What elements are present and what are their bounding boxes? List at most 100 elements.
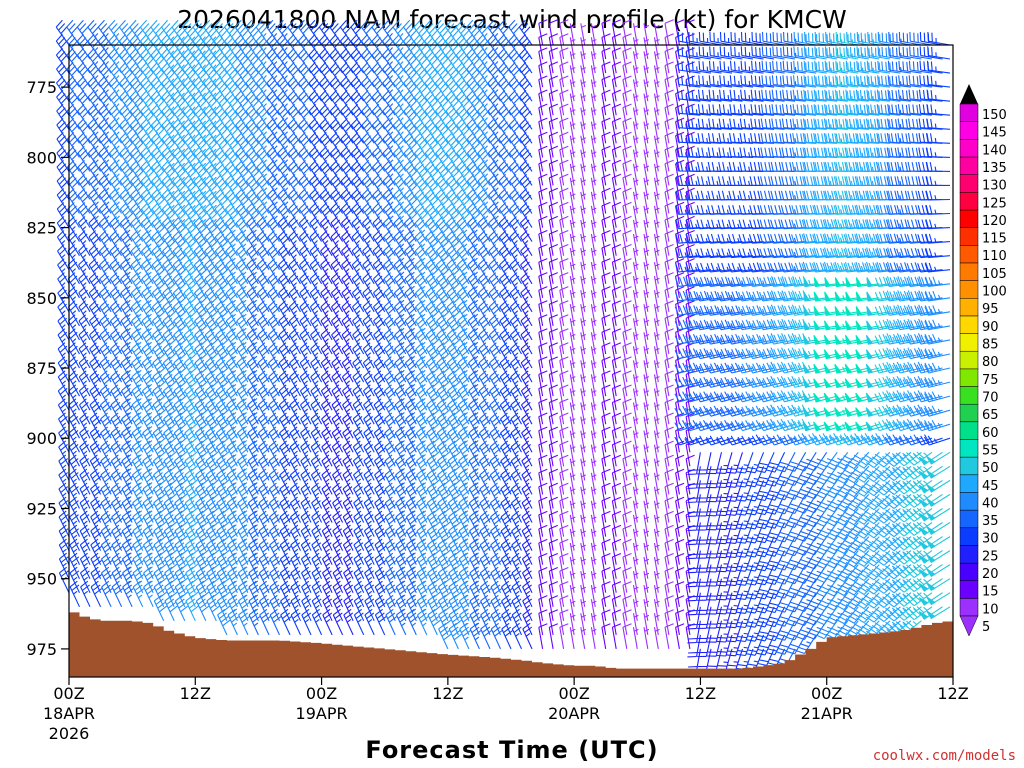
wind-barb	[57, 384, 70, 411]
wind-barbs-layer	[55, 19, 951, 672]
wind-barb	[664, 258, 674, 284]
wind-barb	[299, 370, 312, 397]
wind-barb	[267, 300, 280, 327]
wind-barb	[478, 356, 491, 383]
wind-barb	[268, 342, 280, 369]
wind-barb	[268, 454, 281, 481]
wind-barb	[664, 75, 674, 102]
wind-barb	[332, 608, 344, 636]
wind-barb	[415, 328, 428, 355]
colorbar-under-triangle	[959, 615, 979, 637]
wind-barb	[467, 286, 480, 313]
wind-barb	[247, 398, 259, 425]
wind-barb	[601, 482, 611, 509]
wind-barb	[247, 426, 260, 453]
wind-barb	[559, 581, 569, 607]
wind-barb	[538, 201, 548, 228]
wind-barb	[559, 272, 569, 298]
wind-barb	[755, 508, 775, 530]
wind-barb	[56, 202, 70, 228]
wind-barb	[131, 426, 144, 453]
wind-barb	[559, 47, 569, 74]
wind-barb	[548, 187, 559, 214]
wind-barb	[765, 452, 786, 473]
wind-barb	[299, 244, 312, 270]
wind-barb	[538, 258, 548, 284]
wind-barb	[193, 160, 208, 186]
wind-barb	[192, 89, 207, 116]
wind-barb	[289, 412, 301, 439]
wind-barb	[479, 468, 491, 495]
wind-barb	[538, 117, 548, 144]
wind-barb	[268, 426, 281, 453]
colorbar-swatch	[959, 333, 979, 352]
colorbar-swatch	[959, 350, 979, 370]
wind-barb	[569, 627, 576, 649]
wind-barb	[675, 552, 685, 579]
wind-barb	[611, 468, 622, 495]
colorbar-swatch	[959, 492, 979, 511]
wind-barb	[288, 300, 301, 327]
wind-barb	[299, 328, 312, 355]
wind-barb	[110, 300, 123, 327]
wind-barb	[755, 522, 775, 544]
colorbar-label: 40	[982, 496, 999, 511]
wind-barb	[236, 356, 249, 383]
wind-barb	[601, 286, 611, 312]
wind-barb	[755, 606, 775, 628]
wind-barb	[675, 609, 685, 635]
wind-barb	[755, 494, 775, 516]
wind-barb	[479, 440, 491, 467]
wind-barb	[246, 328, 259, 355]
wind-barb	[509, 286, 522, 313]
wind-barb	[362, 370, 375, 397]
terrain-layer	[69, 612, 953, 677]
wind-barb	[289, 356, 301, 383]
wind-barb	[384, 384, 396, 411]
wind-barb	[67, 244, 80, 270]
wind-barb	[131, 398, 144, 425]
wind-barb	[234, 33, 249, 60]
wind-barb	[478, 314, 491, 341]
wind-barb	[548, 314, 559, 340]
wind-barb	[57, 370, 70, 397]
wind-barb	[78, 384, 91, 411]
colorbar-swatch	[959, 103, 979, 122]
wind-barb	[468, 412, 481, 439]
wind-barb	[320, 230, 333, 256]
wind-barb	[664, 201, 674, 228]
wind-barb	[622, 468, 632, 495]
wind-barb	[246, 300, 259, 327]
wind-barb	[601, 215, 611, 242]
wind-barb	[611, 524, 622, 551]
wind-barb	[755, 466, 775, 487]
wind-barb	[279, 440, 291, 467]
x-tick-label: 00Z	[811, 684, 842, 703]
wind-barb	[601, 47, 611, 74]
wind-barb	[622, 510, 632, 537]
colorbar-label: 100	[982, 285, 1007, 300]
terrain-fill	[69, 612, 953, 677]
wind-barb	[299, 272, 312, 299]
colorbar-label: 30	[982, 532, 999, 547]
wind-barb	[310, 412, 323, 439]
wind-barb	[217, 608, 231, 636]
colorbar-label: 110	[982, 249, 1007, 264]
wind-barb	[373, 440, 386, 467]
wind-barb	[258, 468, 270, 495]
wind-barb	[405, 370, 417, 397]
wind-barb	[330, 272, 344, 299]
wind-barb	[373, 370, 386, 397]
wind-barb	[538, 566, 548, 593]
wind-barb	[110, 426, 123, 453]
wind-barb	[373, 384, 386, 411]
wind-barb	[559, 215, 569, 242]
wind-barb	[896, 451, 922, 467]
wind-barb	[765, 634, 786, 656]
wind-barb	[143, 580, 155, 608]
wind-barb	[559, 426, 569, 453]
colorbar-swatch	[959, 386, 979, 405]
wind-barb	[362, 356, 375, 383]
wind-barb	[538, 300, 548, 326]
wind-barb	[384, 412, 396, 439]
